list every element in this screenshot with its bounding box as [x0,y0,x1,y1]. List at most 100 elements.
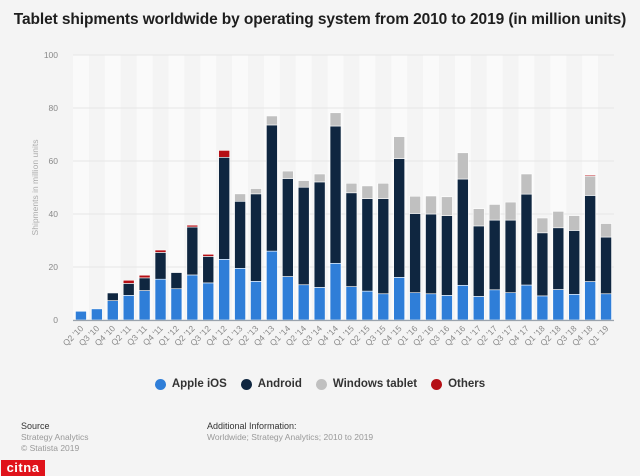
bar-segment-android [345,192,358,287]
bar-segment-apple-ios [377,293,390,321]
bar-segment-apple-ios [282,276,294,321]
bar-segment-apple-ios [202,282,215,321]
bar-segment-android [170,272,183,290]
bar-segment-windows-tablet [520,173,533,195]
citna-logo: CITNA [1,460,45,476]
source-block: Source Strategy Analytics © Statista 201… [21,421,89,454]
bar-segment-windows-tablet [552,211,565,229]
source-heading: Source [21,421,50,431]
y-axis-label: Shipments in million units [30,140,40,236]
additional-info-block: Additional Information: Worldwide; Strat… [207,421,373,443]
bar-segment-apple-ios [345,286,358,321]
bar-segment-android [377,198,390,295]
bar-segment-apple-ios [409,292,421,321]
bar-segment-windows-tablet [361,185,374,199]
legend-dot-icon [154,378,166,390]
bar-segment-apple-ios [361,290,374,321]
legend-label: Android [257,378,302,390]
bar-segment-apple-ios [472,296,485,321]
y-tick-label: 100 [44,50,58,60]
bar-segment-windows-tablet [377,182,390,199]
bar-segment-apple-ios [75,310,87,321]
bar-segment-windows-tablet [409,195,421,214]
legend-item-apple-ios[interactable]: Apple iOS [154,378,227,390]
bar-segment-apple-ios [106,300,119,321]
logo-text: CITNA [6,460,40,475]
bar-segment-apple-ios [504,292,517,321]
legend-label: Others [448,378,486,390]
bar-segment-apple-ios [266,250,278,321]
additional-info-heading: Additional Information: [207,421,297,431]
bar-segment-apple-ios [218,259,230,321]
bar-segment-android [186,226,199,276]
bar-segment-others [186,224,199,228]
bar-segment-apple-ios [297,284,310,321]
source-name[interactable]: Strategy Analytics [21,432,89,442]
bar-segment-android [488,219,501,291]
legend-label: Windows tablet [332,378,418,390]
bar-segment-windows-tablet [313,173,326,183]
bar-segment-apple-ios [393,277,405,321]
bar-segment-apple-ios [536,295,549,321]
bar-segment-windows-tablet [393,136,405,159]
bar-segment-apple-ios [154,278,167,321]
bar-segment-windows-tablet [536,217,549,234]
bar-segment-windows-tablet [504,201,517,221]
bar-segment-android [472,225,485,297]
bar-segment-windows-tablet [488,204,501,221]
bar-segment-windows-tablet [584,175,596,196]
bar-segment-android [552,227,565,290]
bar-segment-apple-ios [457,284,469,321]
bar-segment-apple-ios [329,262,342,321]
column-stripe [168,55,185,320]
bar-segment-windows-tablet [472,208,485,227]
chart-title: Tablet shipments worldwide by operating … [13,11,627,28]
legend-item-others[interactable]: Others [431,378,485,390]
bar-segment-android [329,125,342,264]
bar-segment-android [568,230,581,295]
bar-segment-apple-ios [441,295,453,321]
bar-segment-android [250,193,262,282]
bar-segment-windows-tablet [329,112,342,127]
y-tick-label: 20 [49,262,59,272]
bar-segment-android [584,195,596,282]
bar-segment-apple-ios [488,289,501,321]
bar-segment-windows-tablet [441,196,453,216]
bar-segment-apple-ios [122,295,135,321]
bar-segment-others [122,279,135,284]
bar-segment-windows-tablet [345,182,358,194]
bar-segment-apple-ios [138,290,151,321]
legend-item-android[interactable]: Android [240,378,302,390]
bar-segment-android [504,219,517,294]
bar-segment-android [138,277,151,291]
bar-segment-apple-ios [313,287,326,321]
bar-segment-apple-ios [91,308,103,321]
bar-segment-android [457,178,469,286]
bar-segment-apple-ios [600,293,612,321]
bar-segment-android [297,186,310,286]
copyright: © Statista 2019 [21,443,80,453]
bar-segment-others [202,253,215,257]
bar-segment-apple-ios [186,274,199,321]
bar-segment-others [154,249,167,253]
legend-item-windows-tablet[interactable]: Windows tablet [315,378,418,390]
bar-segment-windows-tablet [568,215,581,231]
bar-segment-windows-tablet [297,180,310,188]
bar-segment-android [234,200,246,269]
bar-segment-android [202,256,215,284]
legend-dot-icon [240,378,252,390]
bar-segment-windows-tablet [234,193,246,202]
bar-segment-windows-tablet [425,195,437,215]
y-tick-label: 40 [49,209,59,219]
bar-segment-android [536,232,549,297]
bar-segment-apple-ios [568,293,581,321]
bar-segment-windows-tablet [600,223,612,238]
column-stripe [73,55,89,320]
bar-segment-apple-ios [425,293,437,321]
bar-segment-android [282,178,294,277]
bar-segment-android [409,213,421,294]
y-tick-label: 80 [49,103,59,113]
y-tick-label: 60 [49,156,59,166]
bar-segment-android [122,283,135,296]
